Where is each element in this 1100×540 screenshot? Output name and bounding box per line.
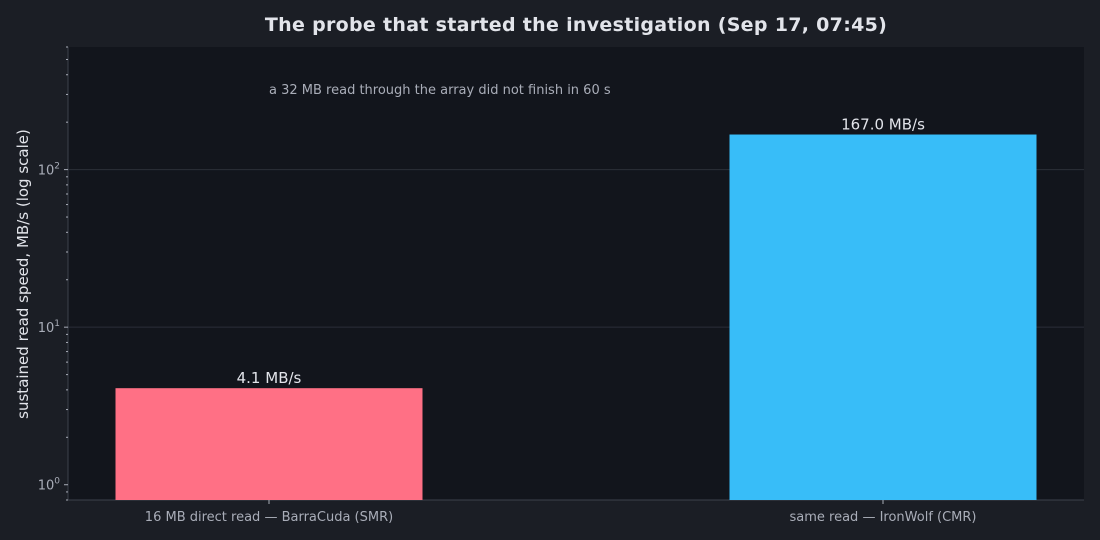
y-tick-label: 101 (38, 319, 60, 336)
bar (729, 134, 1037, 501)
x-axis: 16 MB direct read — BarraCuda (SMR) same … (145, 500, 977, 525)
bar-value-label: 4.1 MB/s (237, 369, 302, 387)
annotation: a 32 MB read through the array did not f… (269, 83, 611, 98)
bar (115, 388, 423, 500)
y-tick-label: 102 (38, 162, 60, 179)
bar-value-label: 167.0 MB/s (841, 116, 925, 134)
x-tick-label: 16 MB direct read — BarraCuda (SMR) (145, 510, 393, 525)
y-tick-label: 100 (38, 477, 61, 494)
chart-title: The probe that started the investigation… (265, 14, 887, 36)
bars: 4.1 MB/s 167.0 MB/s (115, 116, 1037, 501)
y-axis-title: sustained read speed, MB/s (log scale) (14, 129, 32, 419)
x-tick-label: same read — IronWolf (CMR) (790, 510, 977, 525)
